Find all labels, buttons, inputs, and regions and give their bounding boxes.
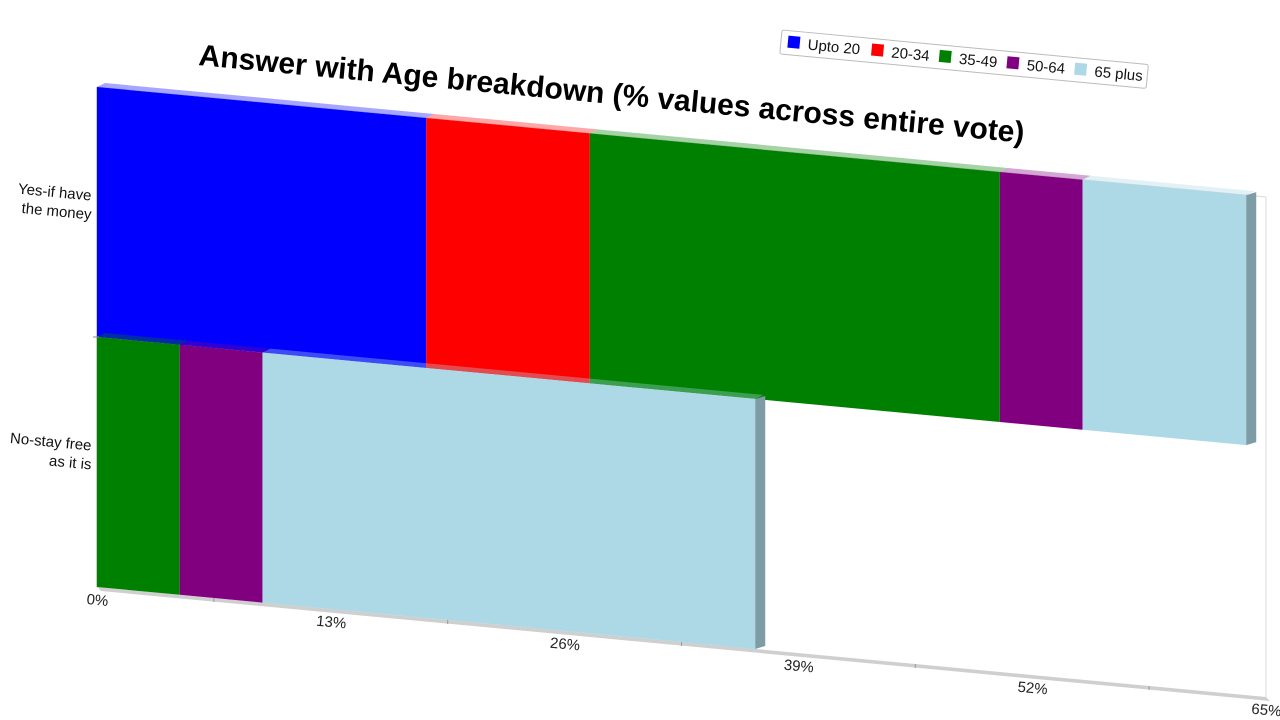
bar-segment-top bbox=[589, 129, 1008, 172]
legend-label: Upto 20 bbox=[807, 37, 861, 59]
bar-segment bbox=[426, 117, 590, 384]
x-tick-label: 26% bbox=[549, 635, 580, 655]
legend-label: 35-49 bbox=[958, 51, 998, 72]
legend-label: 65 plus bbox=[1094, 64, 1144, 85]
bar-segment bbox=[97, 87, 427, 368]
legend-swatch bbox=[1074, 62, 1088, 76]
x-axis-ticks: 0% 13% 26% 39% 52% 65% bbox=[86, 591, 1280, 720]
x-axis-floor bbox=[97, 587, 1270, 701]
bar-segment-top bbox=[97, 333, 188, 345]
category-label: as it is bbox=[48, 453, 92, 474]
legend-swatch bbox=[787, 35, 801, 49]
category-label: Yes-if have bbox=[17, 181, 92, 205]
legend-box bbox=[779, 29, 1149, 89]
bars-group bbox=[97, 83, 1257, 649]
x-tick-label: 13% bbox=[315, 613, 346, 633]
bar-segment bbox=[589, 133, 1000, 422]
bar-end-face bbox=[1246, 192, 1257, 446]
bar-segment-top bbox=[999, 167, 1091, 180]
bar-end-face bbox=[755, 395, 766, 649]
legend-swatch bbox=[1006, 56, 1020, 70]
bar-segment-top bbox=[97, 83, 435, 118]
x-tick-label: 52% bbox=[1017, 679, 1048, 699]
bar-segment bbox=[97, 337, 180, 595]
bar-segment-top bbox=[179, 340, 271, 353]
bar-segment-top bbox=[426, 113, 598, 134]
bar-segment bbox=[179, 344, 263, 603]
x-tick-label: 65% bbox=[1251, 701, 1280, 720]
category-label: No-stay free bbox=[9, 430, 92, 455]
bar-segment-top bbox=[1082, 175, 1255, 196]
bar-segment bbox=[262, 352, 756, 649]
legend-swatch bbox=[871, 43, 885, 57]
legend: Upto 20 20-34 35-49 50-64 65 plus bbox=[779, 29, 1149, 89]
legend-swatch bbox=[938, 49, 952, 63]
bar-segment-top bbox=[262, 348, 764, 399]
bar-segment bbox=[1082, 179, 1247, 446]
bar-segment bbox=[999, 171, 1083, 430]
x-tick-label: 39% bbox=[783, 657, 814, 677]
legend-label: 50-64 bbox=[1026, 57, 1066, 78]
category-label: the money bbox=[21, 200, 93, 224]
legend-label: 20-34 bbox=[891, 44, 931, 65]
x-tick-label: 0% bbox=[86, 591, 109, 610]
